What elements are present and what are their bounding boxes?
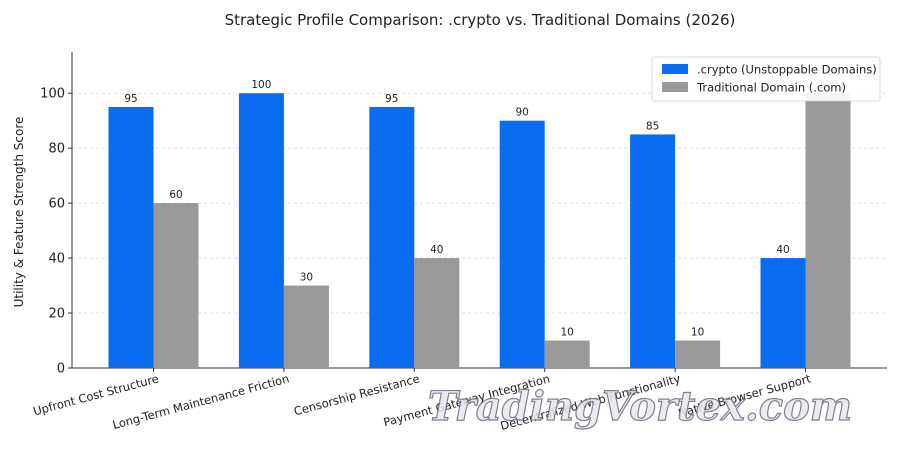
bar-traditional: [414, 258, 460, 368]
legend-box: [651, 56, 881, 102]
bar-traditional: [153, 203, 199, 368]
data-label: 30: [300, 272, 313, 284]
chart-title: Strategic Profile Comparison: .crypto vs…: [225, 11, 736, 29]
bars: [108, 93, 851, 369]
y-tick-label: 20: [48, 307, 65, 322]
data-label: 60: [169, 189, 182, 201]
bar-crypto: [238, 93, 284, 368]
y-tick-label: 0: [57, 362, 65, 377]
legend-entry: Traditional Domain (.com): [696, 81, 846, 95]
axes: 0 20 40 60 80 100: [40, 52, 887, 377]
data-label: 40: [776, 244, 789, 256]
y-tick-label: 60: [48, 197, 65, 212]
data-label: 100: [251, 79, 271, 91]
bar-traditional: [675, 340, 721, 368]
data-label: 90: [516, 107, 529, 119]
y-tick-label: 40: [48, 252, 65, 267]
bar-traditional: [283, 285, 329, 368]
legend-entry: .crypto (Unstoppable Domains): [697, 63, 877, 77]
data-labels: 95601003095409010851040100: [124, 79, 838, 338]
bar-crypto: [630, 134, 676, 368]
y-tick-label: 100: [40, 87, 65, 102]
data-label: 10: [561, 327, 574, 339]
bar-traditional: [544, 340, 590, 368]
watermark-logo: TradingVortex.com: [428, 383, 852, 430]
data-label: 85: [646, 120, 659, 132]
bar-crypto: [108, 106, 154, 369]
bar-crypto: [369, 106, 415, 369]
legend-swatch: [662, 64, 688, 74]
legend: .crypto (Unstoppable Domains) Traditional…: [651, 56, 881, 102]
data-label: 95: [385, 93, 398, 105]
bar-traditional: [805, 93, 851, 368]
data-label: 95: [124, 93, 137, 105]
bar-crypto: [499, 120, 545, 369]
y-axis-label: Utility & Feature Strength Score: [12, 117, 26, 308]
y-tick-label: 80: [48, 142, 65, 157]
data-label: 40: [430, 244, 443, 256]
data-label: 10: [691, 327, 704, 339]
legend-swatch: [662, 82, 688, 92]
bar-crypto: [760, 258, 806, 368]
